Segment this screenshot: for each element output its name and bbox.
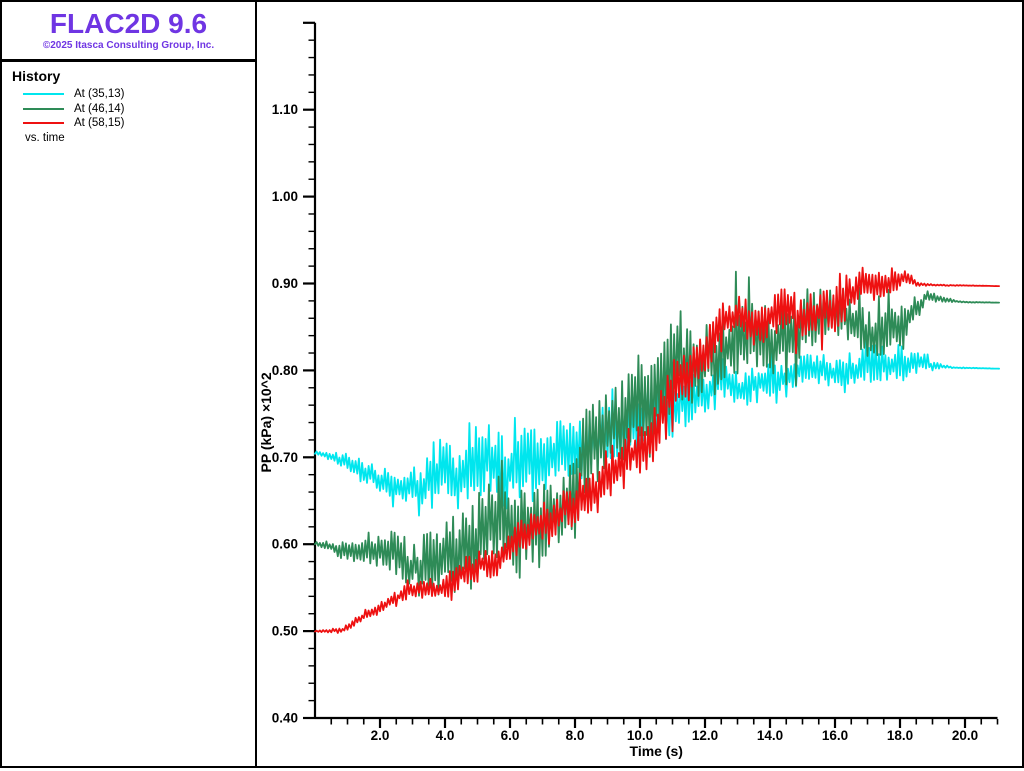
x-tick-label: 18.0 <box>887 728 913 743</box>
legend-item: At (46,14) <box>2 102 255 116</box>
x-tick-label: 12.0 <box>692 728 718 743</box>
legend-line-sample-green <box>23 107 64 110</box>
legend-item: At (58,15) <box>2 116 255 130</box>
x-tick-label: 14.0 <box>757 728 783 743</box>
chart-panel: 0.40 0.50 0.60 0.70 0.80 0.90 1.00 1.10 2.0 4.0 6.… <box>257 2 1022 766</box>
pp-vs-time-chart: 0.40 0.50 0.60 0.70 0.80 0.90 1.00 1.10 2.0 4.0 6.… <box>258 21 1000 759</box>
y-tick-label: 1.00 <box>272 189 298 204</box>
legend-label: At (35,13) <box>74 88 125 100</box>
legend-section-title: History <box>12 68 61 84</box>
legend-footer: vs. time <box>25 132 65 144</box>
series-line-at-58-15- <box>314 266 1000 634</box>
x-tick-label: 20.0 <box>952 728 978 743</box>
copyright-text: ©2025 Itasca Consulting Group, Inc. <box>42 40 215 51</box>
x-tick-label: 2.0 <box>371 728 390 743</box>
x-tick-label: 10.0 <box>627 728 653 743</box>
x-tick-label: 16.0 <box>822 728 848 743</box>
legend-line-sample-red <box>23 122 64 125</box>
x-tick-label: 8.0 <box>566 728 585 743</box>
y-tick-label: 0.50 <box>272 624 298 639</box>
x-tick-label: 6.0 <box>501 728 520 743</box>
x-tick-label: 4.0 <box>436 728 455 743</box>
legend-label: At (46,14) <box>74 102 125 115</box>
y-axis-title: PP (kPa) ×10^2 <box>258 372 274 472</box>
y-tick-label: 0.90 <box>272 276 298 291</box>
series-line-at-46-14- <box>314 270 1000 597</box>
legend-item: At (35,13) <box>2 87 255 101</box>
y-tick-label: 0.70 <box>272 450 298 465</box>
app-title: FLAC2D 9.6 <box>49 8 208 39</box>
sidebar: FLAC2D 9.6 ©2025 Itasca Consulting Group… <box>2 2 257 766</box>
y-tick-label: 0.60 <box>272 537 298 552</box>
y-tick-label: 0.80 <box>272 363 298 378</box>
y-tick-label: 1.10 <box>272 102 298 117</box>
header-divider <box>2 59 255 62</box>
legend-line-sample-cyan <box>23 93 64 96</box>
y-tick-label: 0.40 <box>272 711 298 726</box>
x-axis-title: Time (s) <box>630 743 683 759</box>
legend-label: At (58,15) <box>74 117 125 129</box>
